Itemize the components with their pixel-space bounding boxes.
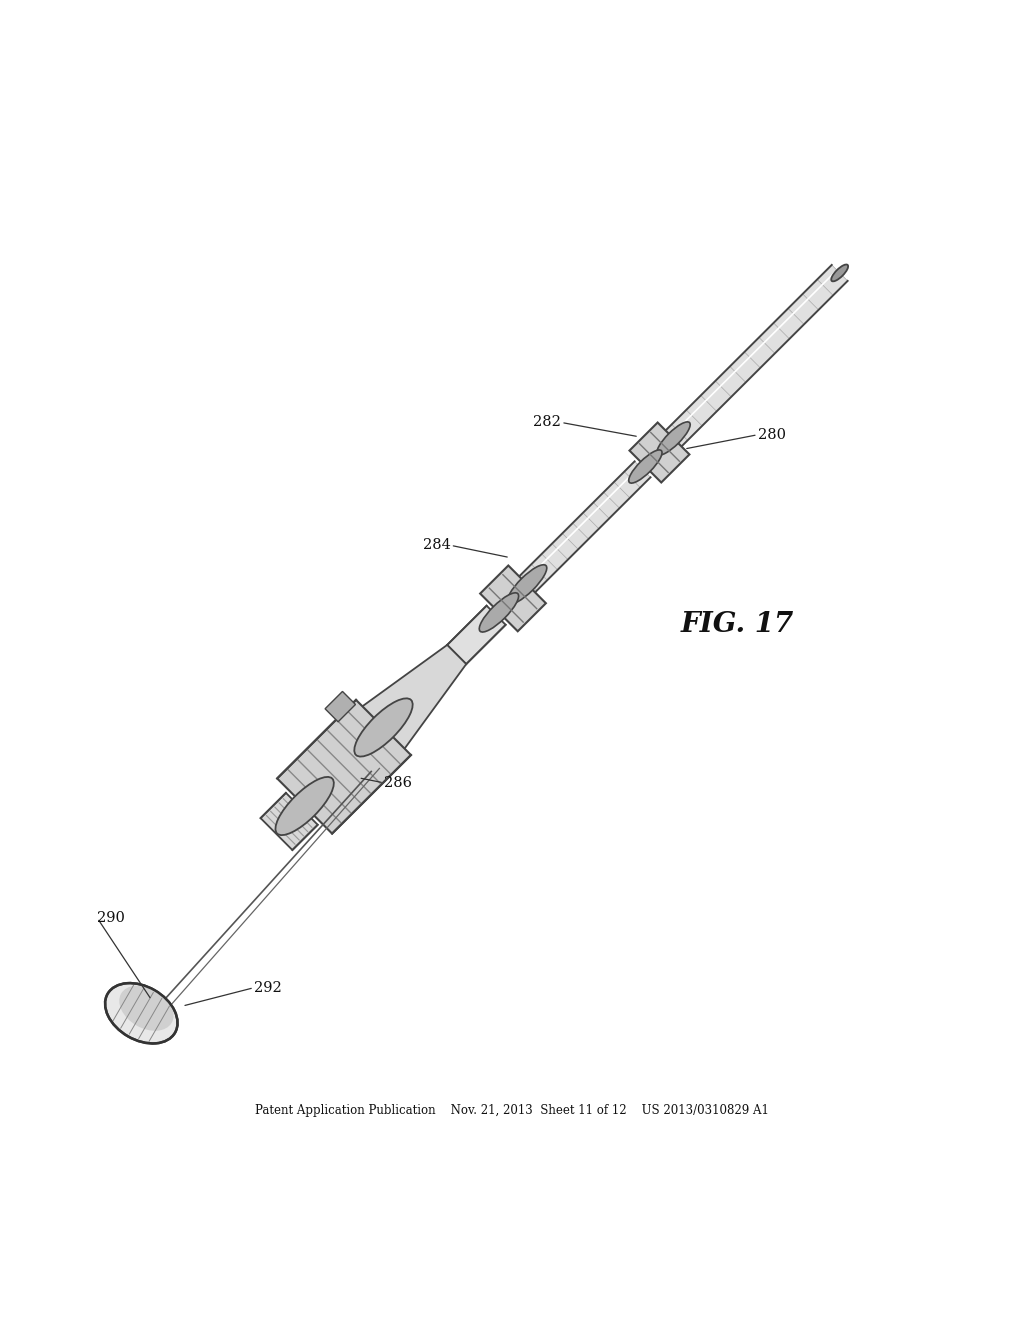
Ellipse shape (629, 450, 663, 483)
Text: 282: 282 (534, 416, 561, 429)
Ellipse shape (105, 983, 177, 1043)
Ellipse shape (656, 422, 690, 455)
Ellipse shape (831, 264, 848, 281)
Text: 286: 286 (384, 776, 412, 789)
Polygon shape (278, 700, 411, 834)
Ellipse shape (508, 565, 547, 605)
Polygon shape (260, 793, 317, 850)
Text: Patent Application Publication    Nov. 21, 2013  Sheet 11 of 12    US 2013/03108: Patent Application Publication Nov. 21, … (255, 1104, 769, 1117)
Ellipse shape (479, 593, 518, 632)
Polygon shape (657, 265, 848, 455)
Text: 280: 280 (758, 428, 785, 442)
Polygon shape (447, 606, 506, 664)
Ellipse shape (275, 777, 334, 836)
Polygon shape (630, 422, 689, 483)
Polygon shape (325, 692, 355, 722)
Text: 290: 290 (97, 911, 125, 925)
Ellipse shape (354, 698, 413, 756)
Text: 292: 292 (254, 981, 282, 995)
Polygon shape (511, 462, 650, 601)
Polygon shape (657, 265, 848, 455)
Polygon shape (480, 565, 546, 631)
Text: FIG. 17: FIG. 17 (681, 611, 794, 638)
Text: 284: 284 (423, 539, 451, 552)
Ellipse shape (119, 986, 174, 1031)
Polygon shape (356, 645, 466, 755)
